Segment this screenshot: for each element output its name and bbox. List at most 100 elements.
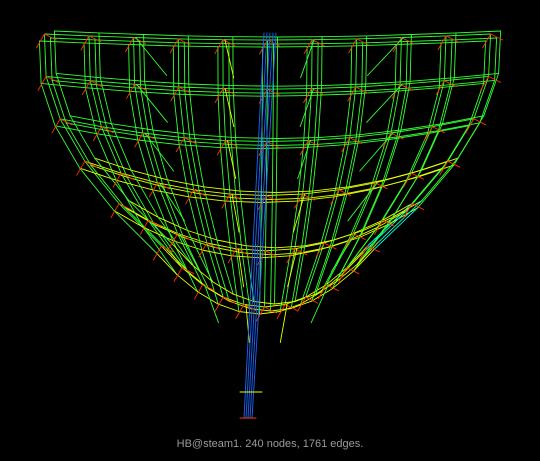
graph-edge	[264, 304, 286, 308]
graph-edge	[377, 200, 423, 244]
graph-edge	[362, 179, 386, 231]
graph-edge	[261, 95, 308, 97]
graph-edge	[315, 242, 325, 258]
graph-edge	[331, 233, 356, 272]
graph-edge	[290, 252, 302, 309]
graph-edge	[98, 32, 145, 35]
graph-edge	[177, 38, 224, 41]
graph-edge	[347, 182, 378, 222]
graph-edge	[227, 248, 237, 264]
graph-edge	[133, 37, 136, 85]
graph-edge	[189, 141, 232, 146]
graph-edge	[443, 35, 447, 82]
graph-edge	[310, 284, 329, 324]
graph-edge	[426, 125, 470, 135]
graph-edge	[134, 83, 144, 134]
graph-edge	[311, 246, 331, 302]
graph-caption: HB@steam1. 240 nodes, 1761 edges.	[176, 438, 364, 450]
graph-edge	[304, 239, 335, 247]
graph-edge	[356, 242, 378, 266]
graph-edge	[245, 304, 250, 343]
graph-edge	[279, 255, 291, 312]
graph-edge	[348, 134, 361, 188]
graph-edge	[355, 38, 358, 88]
graph-edge	[187, 230, 214, 283]
graph-edge	[335, 230, 364, 283]
graph-edge	[94, 157, 132, 171]
graph-edge	[95, 133, 117, 181]
graph-edge	[352, 219, 384, 234]
graph-edge	[94, 157, 130, 202]
graph-edge	[251, 32, 277, 419]
graph-edge	[232, 85, 278, 87]
graph-edge	[235, 248, 245, 305]
graph-edge	[384, 169, 422, 181]
graph-edge	[100, 126, 144, 134]
graph-edge	[193, 189, 207, 197]
graph-edge	[421, 157, 459, 171]
graph-edge	[403, 203, 413, 219]
graph-edge	[355, 86, 369, 94]
graph-edge	[394, 87, 440, 92]
graph-edge	[157, 216, 193, 266]
graph-edge	[400, 123, 443, 131]
graph-edge	[299, 88, 315, 128]
graph-edge	[447, 160, 461, 168]
graph-edge	[294, 245, 306, 302]
graph-edge	[113, 210, 144, 228]
graph-edge	[488, 75, 502, 83]
graph-edge	[385, 133, 428, 141]
graph-edge	[38, 40, 85, 44]
graph-edge	[449, 39, 453, 86]
graph-edge	[235, 197, 273, 200]
graph-edge	[411, 126, 433, 174]
graph-edge	[480, 75, 490, 91]
graph-edge	[392, 200, 423, 218]
graph-edge	[225, 140, 231, 195]
graph-edge	[292, 193, 306, 233]
graph-edge	[230, 255, 240, 312]
graph-edge	[431, 118, 475, 128]
graph-edge	[390, 126, 433, 134]
graph-edge	[344, 139, 387, 146]
graph-edge	[374, 219, 384, 235]
graph-edge	[441, 77, 455, 125]
graph-edge	[399, 83, 413, 91]
graph-edge	[350, 90, 396, 95]
graph-edge	[247, 32, 271, 419]
graph-edge	[129, 90, 175, 95]
graph-edge	[214, 39, 224, 55]
graph-edge	[187, 35, 190, 85]
graph-edge	[455, 30, 502, 34]
graph-edge	[69, 115, 112, 125]
graph-edge	[417, 164, 455, 209]
graph-edge	[318, 196, 335, 251]
graph-edge	[411, 172, 424, 180]
graph-edge	[191, 264, 214, 283]
graph-edge	[440, 40, 487, 44]
graph-edge	[297, 147, 304, 202]
graph-edge	[323, 242, 337, 250]
graph-edge	[89, 80, 103, 88]
graph-edge	[172, 45, 219, 48]
graph-edge	[272, 92, 319, 94]
graph-edge	[307, 88, 313, 142]
graph-edge	[177, 233, 191, 240]
graph-edge	[276, 137, 319, 139]
graph-edge	[181, 267, 204, 286]
graph-edge	[318, 240, 349, 251]
graph-edge	[212, 246, 230, 302]
graph-edge	[84, 160, 120, 205]
graph-edge	[40, 82, 86, 89]
graph-edge	[40, 82, 56, 127]
graph-edge	[197, 291, 219, 305]
graph-edge	[374, 182, 388, 190]
graph-edge	[184, 90, 191, 143]
graph-edge	[305, 296, 319, 304]
graph-edge	[305, 284, 327, 298]
graph-edge	[490, 33, 504, 41]
graph-edge	[128, 200, 159, 218]
graph-edge	[220, 147, 263, 149]
graph-edge	[172, 240, 203, 251]
graph-edge	[312, 186, 350, 192]
